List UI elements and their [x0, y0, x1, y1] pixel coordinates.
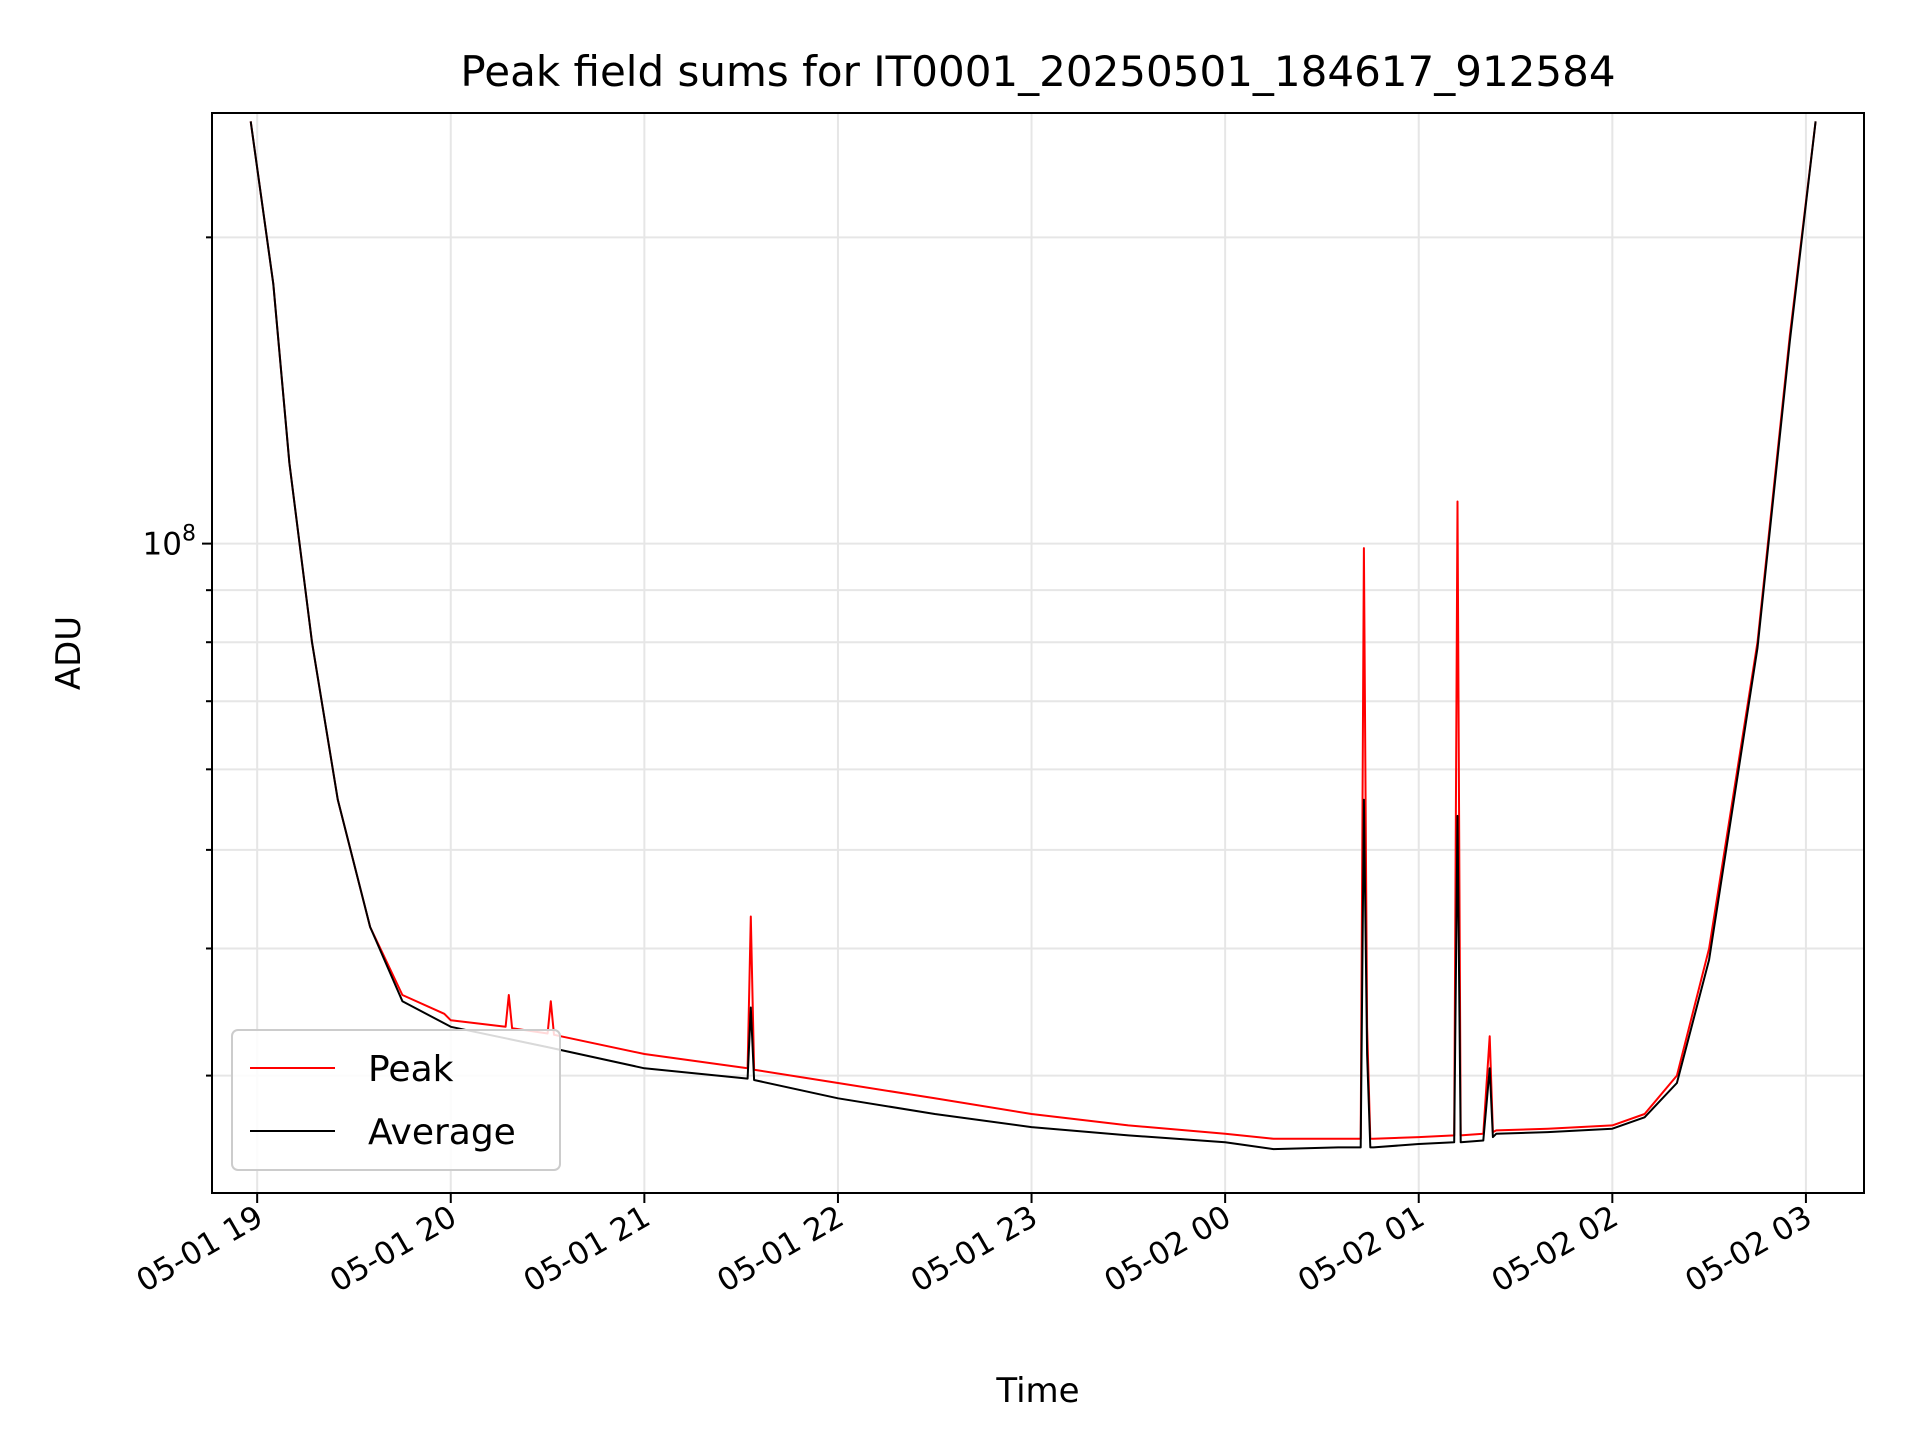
- series-line-peak: [249, 121, 1817, 1140]
- legend: Peak Average: [231, 1029, 561, 1171]
- series-layer: [249, 121, 1817, 1151]
- legend-label-average: Average: [368, 1112, 516, 1153]
- grid: [212, 113, 1864, 1193]
- series-line-average: [249, 121, 1817, 1151]
- legend-box: [231, 1029, 561, 1171]
- y-axis-label: ADU: [49, 616, 89, 690]
- x-axis-label: Time: [995, 1371, 1079, 1411]
- y-tick-label: 108: [143, 522, 196, 563]
- chart-title: Peak field sums for IT0001_20250501_1846…: [460, 47, 1615, 96]
- legend-label-peak: Peak: [368, 1049, 454, 1090]
- plot-frame: [211, 112, 1865, 1194]
